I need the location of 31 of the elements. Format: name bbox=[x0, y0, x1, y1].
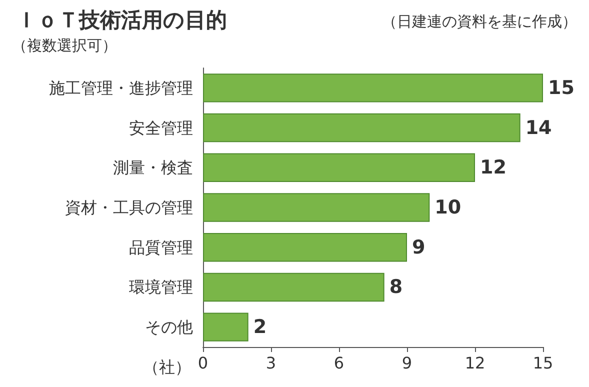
data-label: 10 bbox=[434, 196, 462, 218]
bar bbox=[203, 74, 543, 102]
y-tick-label: 測量・検査 bbox=[113, 158, 193, 178]
x-tick-label: 15 bbox=[532, 354, 554, 372]
x-axis-title: （社） bbox=[143, 358, 191, 376]
bar bbox=[203, 312, 248, 342]
x-tick-label: 0 bbox=[198, 354, 208, 372]
text: （日建連の資料を基に作成） bbox=[382, 12, 577, 30]
y-tick-label: 品質管理 bbox=[129, 238, 193, 257]
chart-title: ＩｏＴ技術活用の目的 bbox=[16, 9, 227, 32]
x-tick-label: 12 bbox=[464, 354, 486, 372]
data-label: 15 bbox=[548, 76, 574, 99]
bar bbox=[203, 233, 407, 262]
x-tick-label: 3 bbox=[266, 354, 276, 372]
bar bbox=[203, 193, 430, 222]
x-tick-label: 6 bbox=[334, 354, 344, 372]
data-label: 12 bbox=[480, 156, 506, 179]
data-label: 9 bbox=[412, 236, 426, 258]
data-label: 14 bbox=[525, 116, 552, 139]
y-tick-label: 施工管理・進捗管理 bbox=[49, 78, 193, 98]
text: （複数選択可） bbox=[12, 36, 117, 54]
bar bbox=[203, 272, 384, 302]
data-label: 2 bbox=[253, 316, 267, 338]
bar bbox=[203, 113, 520, 142]
data-label: 8 bbox=[389, 276, 403, 298]
y-tick-label: その他 bbox=[145, 318, 193, 337]
y-tick-label: 資材・工具の管理 bbox=[65, 198, 193, 217]
x-tick-label: 9 bbox=[402, 354, 412, 372]
y-tick-label: 環境管理 bbox=[129, 278, 193, 297]
y-tick-label: 安全管理 bbox=[129, 118, 193, 138]
bar bbox=[203, 153, 475, 182]
